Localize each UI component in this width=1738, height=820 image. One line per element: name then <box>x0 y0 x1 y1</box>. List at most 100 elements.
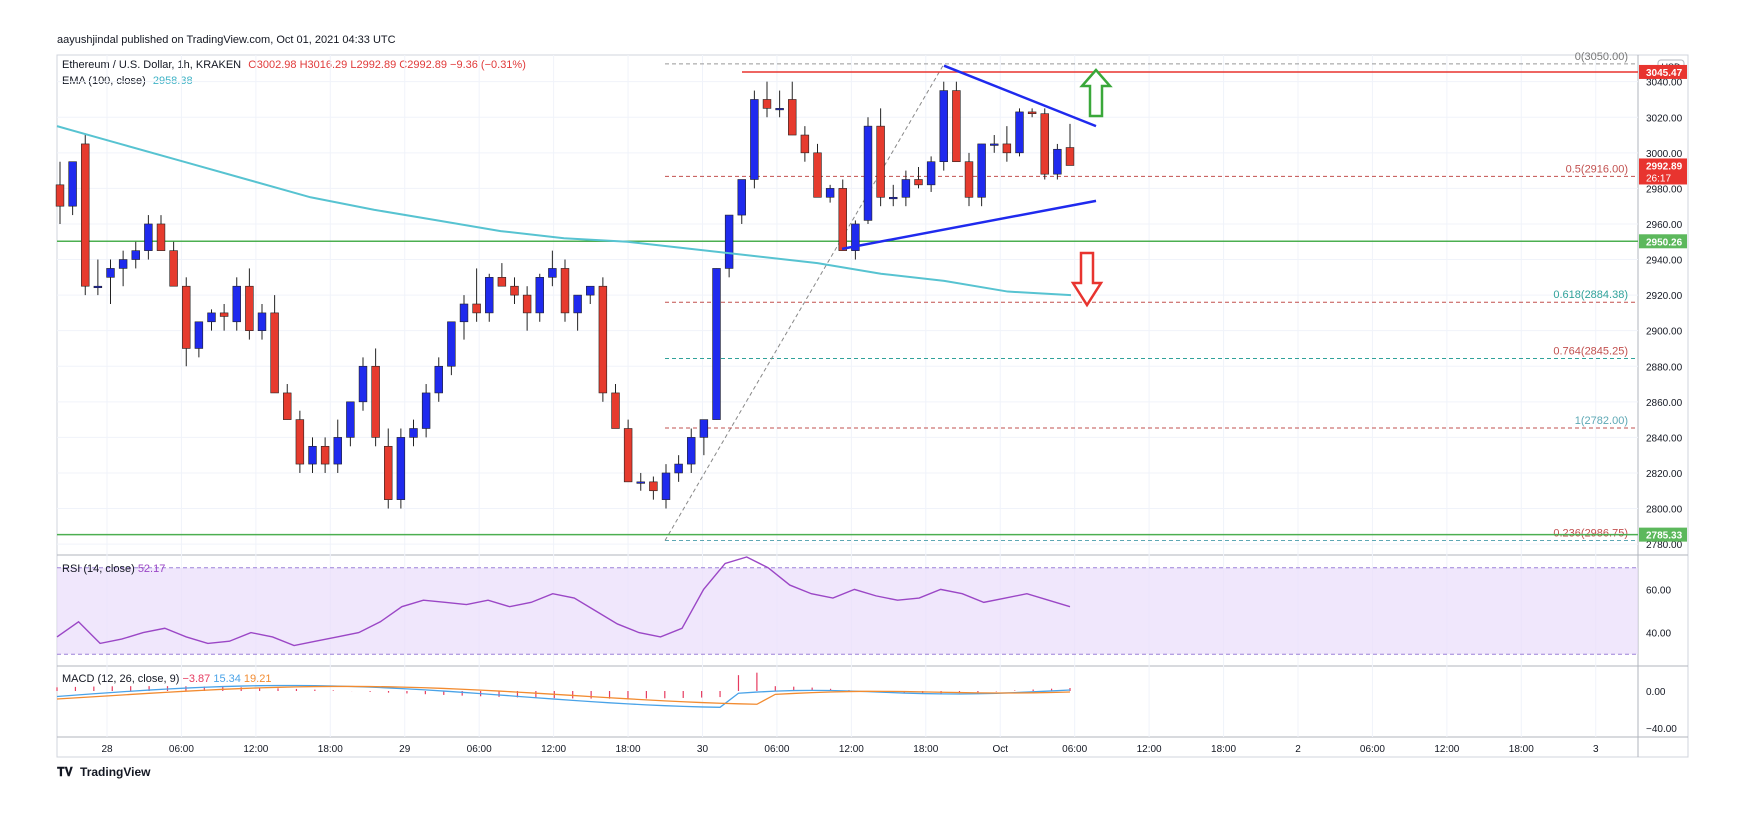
candle-body <box>1027 111 1037 114</box>
macd-line-value: 15.34 <box>213 673 244 685</box>
macd-hist-value: −3.87 <box>182 673 213 685</box>
price-tick-label: 2860.00 <box>1646 398 1683 409</box>
time-tick-label: 30 <box>697 744 709 755</box>
candle-body <box>118 259 128 269</box>
candle-body <box>194 321 204 349</box>
price-badge-label: 2785.33 <box>1646 531 1683 542</box>
candle-body <box>55 184 65 207</box>
candle-body <box>573 294 582 314</box>
price-tick-label: 2820.00 <box>1646 469 1683 480</box>
price-badge-label: 2950.26 <box>1646 237 1683 248</box>
time-tick-label: 06:00 <box>1360 744 1385 755</box>
candle-body <box>510 285 519 296</box>
ema-value: 2958.38 <box>152 75 193 87</box>
fib-level-label: 0.236(2986.75) <box>1553 528 1628 540</box>
brand-label: TradingView <box>80 765 151 779</box>
candle-body <box>156 223 166 251</box>
candle-body <box>270 312 279 394</box>
candle-body <box>560 268 570 314</box>
candle-body <box>459 303 469 323</box>
candle-body <box>320 445 330 465</box>
time-tick-label: 2 <box>1295 744 1301 755</box>
candle-body <box>1065 147 1075 166</box>
publisher-line: aayushjindal published on TradingView.co… <box>57 34 396 46</box>
time-tick-label: 12:00 <box>243 744 268 755</box>
price-tick-label: 3040.00 <box>1646 78 1683 89</box>
rsi-legend: RSI (14, close) 52.17 <box>62 563 165 575</box>
candle-body <box>182 285 191 349</box>
price-tick-label: 2980.00 <box>1646 184 1683 195</box>
candle-body <box>939 90 948 163</box>
time-tick-label: 12:00 <box>1137 744 1162 755</box>
time-tick-label: 12:00 <box>541 744 566 755</box>
time-tick-label: 18:00 <box>318 744 343 755</box>
time-tick-label: 06:00 <box>169 744 194 755</box>
lower-trendline <box>841 199 1097 251</box>
candle-body <box>421 392 431 429</box>
candle-body <box>914 179 923 186</box>
candle-body <box>611 392 620 429</box>
fib-level-label: 0.618(2884.38) <box>1553 289 1628 301</box>
candle-body <box>674 463 683 474</box>
candle-body <box>497 277 507 287</box>
candle-body <box>232 285 241 323</box>
rsi-tick-label: 40.00 <box>1646 629 1671 640</box>
candle-body <box>434 365 443 394</box>
time-tick-label: 06:00 <box>764 744 789 755</box>
candle-body <box>81 143 90 287</box>
candle-body <box>93 285 103 289</box>
macd-line <box>56 684 1071 708</box>
candle-body <box>901 179 911 198</box>
candle-body <box>358 365 368 403</box>
price-badge <box>1639 158 1687 185</box>
price-tick-label: 2900.00 <box>1646 327 1683 338</box>
price-tick-label: 3000.00 <box>1646 149 1683 160</box>
chart-frame <box>56 54 1689 758</box>
candle-body <box>623 428 633 483</box>
candle-body <box>283 392 292 420</box>
candle-body <box>409 428 418 438</box>
candle-body <box>813 152 822 198</box>
price-tick-label: 2920.00 <box>1646 291 1683 302</box>
candle-body <box>800 134 810 154</box>
candle-body <box>851 223 860 251</box>
ohlc-values: O3002.98 H3016.29 L2992.89 C2992.89 −9.3… <box>248 59 526 71</box>
candle-body <box>788 99 797 136</box>
ema-legend: EMA (100, close) 2958.38 <box>62 75 193 87</box>
time-tick-label: 28 <box>101 744 113 755</box>
fib-trend-line <box>664 63 945 541</box>
candle-body <box>131 250 140 260</box>
candle-body <box>308 445 317 465</box>
candle-body <box>889 196 898 200</box>
price-tick-label: 2800.00 <box>1646 505 1683 516</box>
fib-level-label: 0.764(2845.25) <box>1553 345 1628 357</box>
up-arrow-icon <box>1079 68 1113 118</box>
candle-body <box>598 285 608 394</box>
time-tick-label: 18:00 <box>616 744 641 755</box>
fib-level-label: 1(2782.00) <box>1575 415 1628 427</box>
candle-body <box>649 481 658 492</box>
candle-body <box>371 365 380 438</box>
candle-body <box>1053 148 1062 175</box>
macd-tick-label: 0.00 <box>1646 687 1666 698</box>
candle-body <box>586 285 595 296</box>
rsi-value: 52.17 <box>138 563 166 575</box>
time-tick-label: 06:00 <box>1062 744 1087 755</box>
candle-body <box>257 312 267 331</box>
footer-brand[interactable]: 𝐓𝐕 TradingView <box>57 765 151 780</box>
candle-body <box>1040 113 1049 175</box>
candle-body <box>1002 143 1012 154</box>
macd-label: MACD (12, 26, close, 9) <box>62 673 182 685</box>
candle-body <box>863 125 873 221</box>
candle-body <box>396 437 406 500</box>
fib-level-label: 0.5(2916.00) <box>1566 163 1628 175</box>
macd-tick-label: −40.00 <box>1646 724 1677 735</box>
candle-body <box>535 277 544 314</box>
candle-body <box>964 161 974 198</box>
time-tick-label: 3 <box>1593 744 1599 755</box>
candle-body <box>106 268 115 278</box>
macd-signal-line <box>56 685 1071 705</box>
rsi-band <box>57 567 1638 655</box>
price-badge <box>1639 234 1687 249</box>
